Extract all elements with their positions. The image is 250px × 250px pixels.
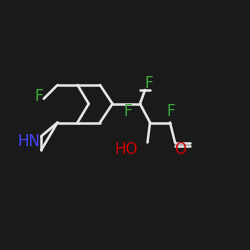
Text: F: F (144, 76, 153, 91)
Text: O: O (174, 142, 186, 158)
Text: HN: HN (17, 134, 40, 149)
Text: HO: HO (114, 142, 138, 158)
Text: F: F (123, 104, 132, 119)
Text: F: F (167, 104, 175, 119)
Text: F: F (34, 89, 43, 104)
